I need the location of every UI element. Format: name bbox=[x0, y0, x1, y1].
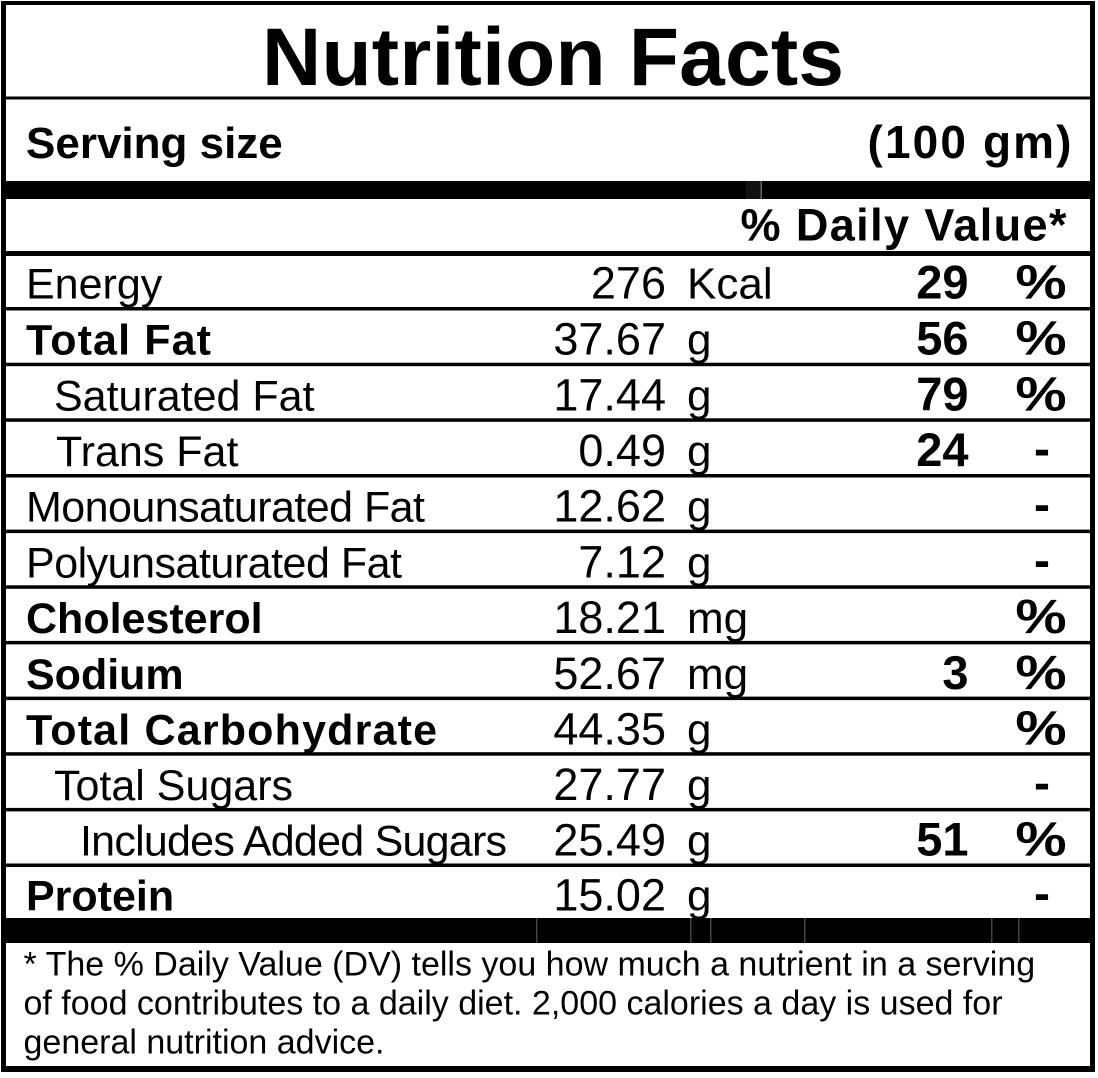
svg-text:%: % bbox=[1015, 646, 1066, 699]
svg-text:(100 gm): (100 gm) bbox=[868, 116, 1072, 168]
svg-text:g: g bbox=[687, 539, 711, 588]
svg-text:24: 24 bbox=[916, 423, 968, 476]
svg-text:17.44: 17.44 bbox=[553, 370, 666, 421]
svg-text:-: - bbox=[1034, 757, 1050, 810]
svg-text:-: - bbox=[1034, 479, 1050, 532]
svg-text:g: g bbox=[687, 372, 711, 421]
svg-text:Saturated Fat: Saturated Fat bbox=[54, 373, 315, 421]
svg-text:44.35: 44.35 bbox=[553, 704, 666, 755]
svg-text:Energy: Energy bbox=[26, 261, 163, 309]
svg-text:37.67: 37.67 bbox=[553, 314, 666, 365]
svg-text:52.67: 52.67 bbox=[553, 648, 666, 699]
svg-text:g: g bbox=[687, 872, 711, 921]
svg-text:% Daily Value*: % Daily Value* bbox=[741, 200, 1067, 251]
svg-text:0.49: 0.49 bbox=[578, 425, 666, 476]
svg-text:15.02: 15.02 bbox=[553, 870, 666, 921]
svg-text:mg: mg bbox=[687, 594, 748, 643]
svg-text:g: g bbox=[687, 316, 711, 365]
svg-text:51: 51 bbox=[916, 813, 968, 866]
svg-text:%: % bbox=[1015, 368, 1066, 421]
svg-text:%: % bbox=[1015, 813, 1066, 866]
svg-text:56: 56 bbox=[916, 312, 968, 365]
svg-text:Includes Added Sugars: Includes Added Sugars bbox=[80, 818, 507, 866]
svg-text:29: 29 bbox=[916, 256, 968, 309]
svg-text:Cholesterol: Cholesterol bbox=[26, 595, 263, 643]
svg-text:-: - bbox=[1034, 868, 1050, 921]
svg-text:3: 3 bbox=[942, 646, 968, 699]
svg-text:Protein: Protein bbox=[26, 873, 174, 921]
svg-text:-: - bbox=[1034, 423, 1050, 476]
svg-text:g: g bbox=[687, 817, 711, 866]
svg-text:%: % bbox=[1015, 590, 1066, 643]
svg-text:Serving size: Serving size bbox=[26, 119, 283, 168]
svg-text:%: % bbox=[1015, 702, 1066, 755]
svg-text:* The % Daily Value (DV) tells: * The % Daily Value (DV) tells you how m… bbox=[24, 946, 1036, 984]
svg-text:Trans Fat: Trans Fat bbox=[56, 428, 238, 476]
svg-text:Total Carbohydrate: Total Carbohydrate bbox=[26, 707, 437, 755]
svg-text:Total Sugars: Total Sugars bbox=[54, 762, 293, 810]
svg-text:g: g bbox=[687, 427, 711, 476]
svg-text:Total Fat: Total Fat bbox=[26, 317, 211, 365]
svg-text:mg: mg bbox=[687, 650, 748, 699]
svg-text:g: g bbox=[687, 706, 711, 755]
svg-text:Polyunsaturated Fat: Polyunsaturated Fat bbox=[26, 540, 402, 588]
svg-text:25.49: 25.49 bbox=[553, 815, 666, 866]
svg-text:g: g bbox=[687, 761, 711, 810]
svg-text:27.77: 27.77 bbox=[553, 759, 666, 810]
svg-text:Monounsaturated Fat: Monounsaturated Fat bbox=[26, 484, 425, 532]
svg-text:of food contributes to a daily: of food contributes to a daily diet. 2,0… bbox=[24, 985, 1003, 1023]
svg-text:18.21: 18.21 bbox=[553, 592, 666, 643]
svg-text:Sodium: Sodium bbox=[26, 651, 184, 699]
svg-text:g: g bbox=[687, 483, 711, 532]
svg-text:%: % bbox=[1015, 256, 1066, 309]
svg-text:79: 79 bbox=[916, 368, 968, 421]
svg-text:%: % bbox=[1015, 312, 1066, 365]
svg-text:general nutrition advice.: general nutrition advice. bbox=[24, 1024, 385, 1062]
svg-text:Kcal: Kcal bbox=[687, 260, 773, 309]
svg-text:-: - bbox=[1034, 535, 1050, 588]
svg-text:Nutrition Facts: Nutrition Facts bbox=[262, 12, 844, 103]
svg-text:12.62: 12.62 bbox=[553, 481, 666, 532]
svg-text:7.12: 7.12 bbox=[578, 537, 666, 588]
svg-text:276: 276 bbox=[591, 258, 666, 309]
